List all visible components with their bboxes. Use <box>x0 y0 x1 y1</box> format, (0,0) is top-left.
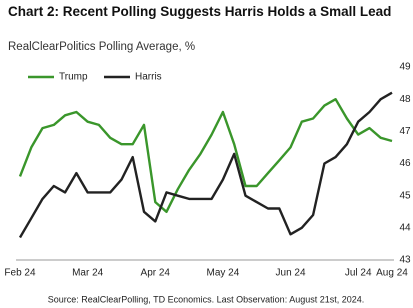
y-tick-label: 48 <box>399 94 411 105</box>
y-tick-label: 45 <box>399 190 411 201</box>
x-tick-label: Mar 24 <box>72 268 104 279</box>
chart-title: Chart 2: Recent Polling Suggests Harris … <box>8 4 392 19</box>
x-tick-label: Jun 24 <box>276 268 306 279</box>
y-tick-label: 49 <box>399 62 411 73</box>
x-tick-label: Apr 24 <box>141 268 171 279</box>
legend-label: Trump <box>59 72 88 83</box>
line-series <box>18 98 393 213</box>
y-tick-label: 44 <box>399 222 411 233</box>
chart-subtitle: RealClearPolitics Polling Average, % <box>8 41 196 53</box>
y-tick-label: 43 <box>399 255 411 266</box>
y-tick-label: 46 <box>399 158 411 169</box>
source-note: Source: RealClearPolling, TD Economics. … <box>48 294 365 304</box>
x-tick-label: Feb 24 <box>4 268 36 279</box>
legend-label: Harris <box>135 72 162 83</box>
x-tick-label: Aug 24 <box>376 268 408 279</box>
line-series <box>18 91 393 239</box>
y-tick-label: 47 <box>399 126 411 137</box>
x-tick-label: May 24 <box>207 268 240 279</box>
x-tick-label: Jul 24 <box>345 268 372 279</box>
